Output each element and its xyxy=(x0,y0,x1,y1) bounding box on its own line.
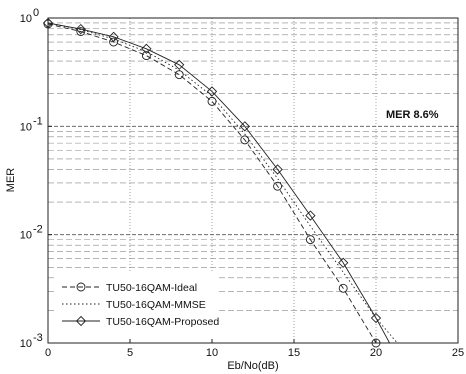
series-3 xyxy=(42,17,391,343)
y-tick-label: 10 xyxy=(20,13,32,25)
y-axis-label: MER xyxy=(5,168,17,193)
x-tick-label: 20 xyxy=(370,347,382,359)
y-tick-label: 10 xyxy=(20,121,32,133)
legend-marker-3 xyxy=(75,315,87,327)
data-point xyxy=(305,235,315,245)
legend: TU50-16QAM-Ideal TU50-16QAM-MMSE TU50-16QA… xyxy=(55,271,219,339)
data-point xyxy=(305,210,316,221)
legend-label-1: TU50-16QAM-Ideal xyxy=(106,282,197,294)
y-tick-exponent: 0 xyxy=(33,7,39,19)
data-point xyxy=(206,86,218,97)
data-point xyxy=(76,27,86,36)
data-point xyxy=(239,121,250,132)
x-axis-label: Eb/No(dB) xyxy=(227,360,278,372)
data-point xyxy=(338,257,349,268)
x-tick-label: 0 xyxy=(45,347,51,359)
data-point xyxy=(338,283,348,293)
data-point xyxy=(109,37,119,47)
x-tick-label: 5 xyxy=(127,347,133,359)
y-tick-label: 10 xyxy=(20,230,32,242)
data-point xyxy=(370,312,382,324)
y-tick-label: 10 xyxy=(20,338,32,350)
legend-marker-1 xyxy=(76,282,86,292)
x-tick-label: 10 xyxy=(206,347,218,359)
data-point xyxy=(240,135,250,145)
y-tick-exponent: -3 xyxy=(33,332,43,344)
data-point xyxy=(141,43,152,54)
series-line xyxy=(48,23,377,343)
data-point xyxy=(272,164,283,175)
legend-label-2: TU50-16QAM-MMSE xyxy=(106,299,206,311)
plot-frame xyxy=(47,17,459,344)
grid xyxy=(48,18,458,343)
data-point xyxy=(75,23,86,35)
legend-label-3: TU50-16QAM-Proposed xyxy=(106,316,219,328)
data-point xyxy=(108,31,119,42)
y-tick-exponent: -2 xyxy=(33,224,43,236)
data-point xyxy=(273,181,283,191)
data-point xyxy=(141,51,151,61)
data-point xyxy=(174,59,185,70)
annotation-mer: MER 8.6% xyxy=(386,109,439,121)
series-line xyxy=(48,22,391,343)
x-tick-label: 25 xyxy=(452,347,464,359)
y-tick-exponent: -1 xyxy=(33,115,43,127)
x-tick-label: 15 xyxy=(288,347,300,359)
